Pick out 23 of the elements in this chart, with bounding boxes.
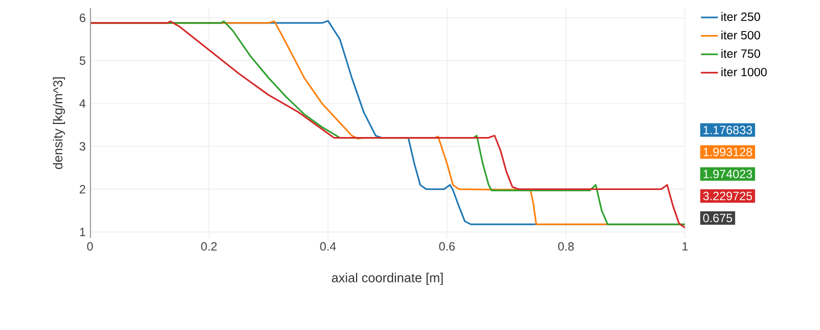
y-tick-label: 5 <box>80 56 86 65</box>
x-tick-label: 0.4 <box>320 242 336 251</box>
x-tick-label: 0.2 <box>201 242 217 251</box>
x-tick-label: 1 <box>682 242 688 250</box>
legend-label: iter 750 <box>721 49 760 58</box>
y-tick-label: 2 <box>80 185 86 194</box>
y-tick-label: 3 <box>80 142 86 151</box>
text: 1.974023 <box>704 170 752 178</box>
y-axis-title: density [kg/m^3] <box>52 77 65 170</box>
legend-label: iter 1000 <box>721 68 767 76</box>
y-tick-label: 6 <box>80 14 86 22</box>
text: 1.176833 <box>704 126 752 134</box>
text: 0.675 <box>703 214 732 222</box>
text: 1.993128 <box>704 148 752 156</box>
x-tick-label: 0.8 <box>558 242 574 251</box>
legend-label: iter 500 <box>721 30 760 40</box>
x-axis-title: axial coordinate [m] <box>332 272 443 285</box>
y-tick-label: 4 <box>79 99 86 108</box>
x-tick-label: 0.6 <box>439 242 455 251</box>
legend-label: iter 250 <box>721 12 760 21</box>
x-tick-label: 0 <box>87 242 93 251</box>
text: 3.229725 <box>703 192 752 200</box>
y-tick-label: 1 <box>80 228 86 236</box>
